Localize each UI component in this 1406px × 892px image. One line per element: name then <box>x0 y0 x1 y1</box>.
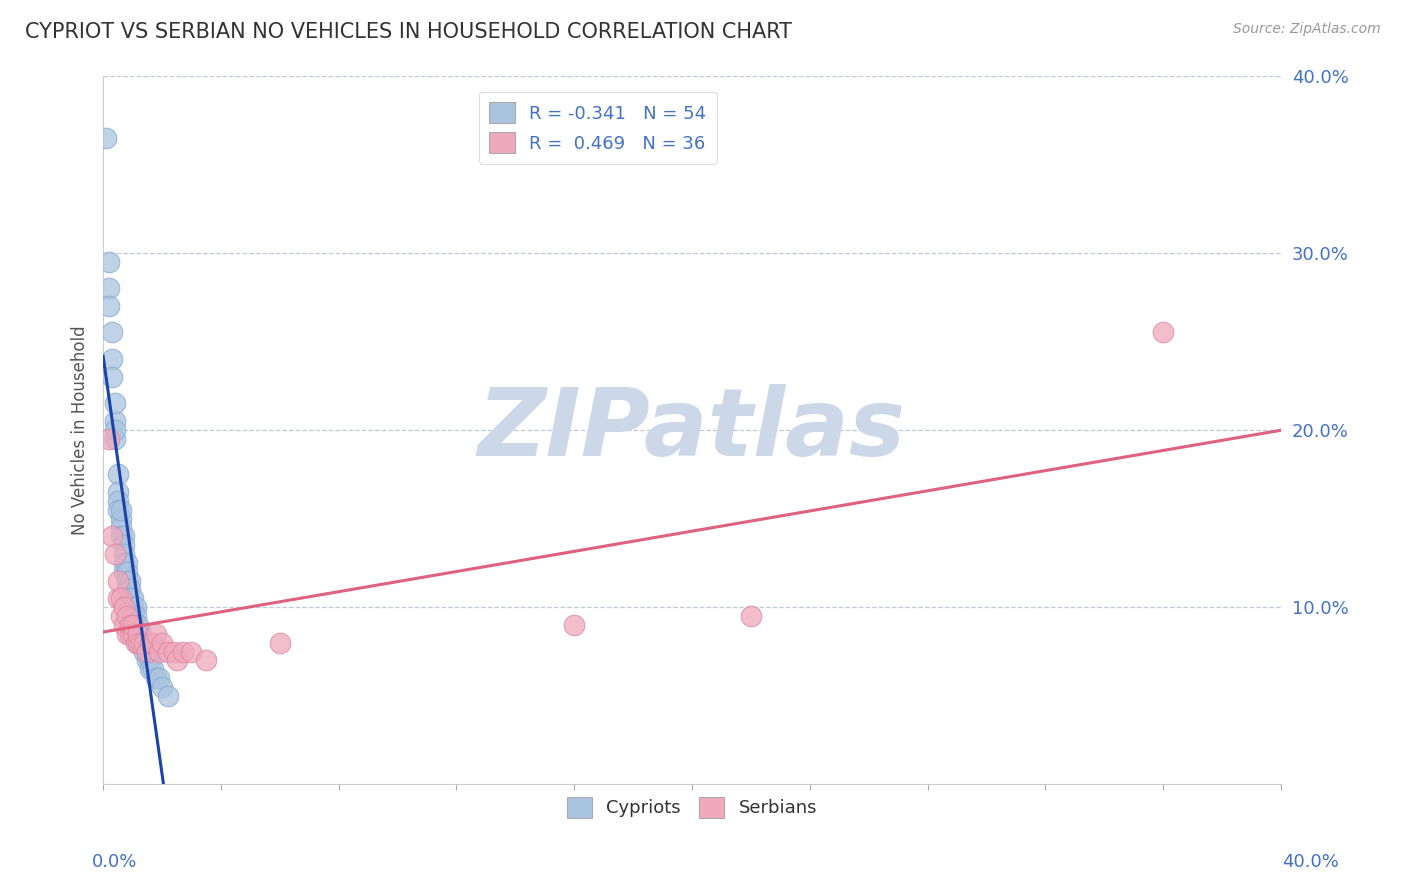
Point <box>134 635 156 649</box>
Point <box>107 485 129 500</box>
Point <box>150 635 173 649</box>
Point <box>124 635 146 649</box>
Point <box>112 547 135 561</box>
Point <box>98 281 121 295</box>
Point <box>131 635 153 649</box>
Point <box>142 635 165 649</box>
Point <box>124 600 146 615</box>
Point <box>118 574 141 588</box>
Point <box>107 467 129 482</box>
Point <box>156 689 179 703</box>
Point <box>562 618 585 632</box>
Point <box>156 644 179 658</box>
Point <box>115 582 138 597</box>
Point <box>180 644 202 658</box>
Y-axis label: No Vehicles in Household: No Vehicles in Household <box>72 326 89 535</box>
Point <box>136 653 159 667</box>
Point <box>107 591 129 606</box>
Point <box>112 529 135 543</box>
Point <box>98 254 121 268</box>
Point <box>166 653 188 667</box>
Point <box>115 565 138 579</box>
Point <box>112 538 135 552</box>
Point <box>115 556 138 570</box>
Point <box>101 369 124 384</box>
Text: 0.0%: 0.0% <box>91 853 136 871</box>
Point <box>104 547 127 561</box>
Point <box>98 432 121 446</box>
Point <box>121 618 143 632</box>
Point <box>110 529 132 543</box>
Point <box>104 396 127 410</box>
Point <box>101 326 124 340</box>
Point <box>172 644 194 658</box>
Point <box>104 414 127 428</box>
Point <box>94 130 117 145</box>
Point <box>121 627 143 641</box>
Point <box>107 574 129 588</box>
Point <box>118 582 141 597</box>
Point <box>139 662 162 676</box>
Point <box>112 618 135 632</box>
Point <box>101 529 124 543</box>
Text: 40.0%: 40.0% <box>1282 853 1339 871</box>
Point <box>163 644 186 658</box>
Point <box>127 627 149 641</box>
Point <box>131 635 153 649</box>
Point <box>134 644 156 658</box>
Point <box>740 609 762 624</box>
Point <box>118 627 141 641</box>
Point <box>127 635 149 649</box>
Point <box>110 511 132 525</box>
Point <box>107 502 129 516</box>
Point <box>121 609 143 624</box>
Point <box>115 574 138 588</box>
Point <box>112 556 135 570</box>
Point <box>139 653 162 667</box>
Point <box>127 635 149 649</box>
Point <box>110 502 132 516</box>
Point <box>136 644 159 658</box>
Point <box>136 644 159 658</box>
Point <box>110 609 132 624</box>
Point <box>121 600 143 615</box>
Point <box>1152 326 1174 340</box>
Point <box>118 600 141 615</box>
Point <box>150 680 173 694</box>
Point <box>115 609 138 624</box>
Text: Source: ZipAtlas.com: Source: ZipAtlas.com <box>1233 22 1381 37</box>
Point <box>124 618 146 632</box>
Point <box>148 644 170 658</box>
Point <box>115 627 138 641</box>
Point <box>112 565 135 579</box>
Point <box>145 671 167 685</box>
Point <box>131 627 153 641</box>
Point <box>127 627 149 641</box>
Point <box>110 520 132 534</box>
Point <box>107 494 129 508</box>
Point <box>139 635 162 649</box>
Point <box>121 591 143 606</box>
Point <box>118 618 141 632</box>
Text: CYPRIOT VS SERBIAN NO VEHICLES IN HOUSEHOLD CORRELATION CHART: CYPRIOT VS SERBIAN NO VEHICLES IN HOUSEH… <box>25 22 793 42</box>
Point <box>110 591 132 606</box>
Text: ZIPatlas: ZIPatlas <box>478 384 905 476</box>
Legend: Cypriots, Serbians: Cypriots, Serbians <box>560 789 824 825</box>
Point <box>112 600 135 615</box>
Point <box>269 635 291 649</box>
Point <box>104 423 127 437</box>
Point <box>98 299 121 313</box>
Point <box>118 591 141 606</box>
Point <box>101 352 124 367</box>
Point <box>127 618 149 632</box>
Point <box>104 432 127 446</box>
Point <box>195 653 218 667</box>
Point <box>134 635 156 649</box>
Point <box>148 671 170 685</box>
Point <box>145 627 167 641</box>
Point <box>142 662 165 676</box>
Point <box>124 609 146 624</box>
